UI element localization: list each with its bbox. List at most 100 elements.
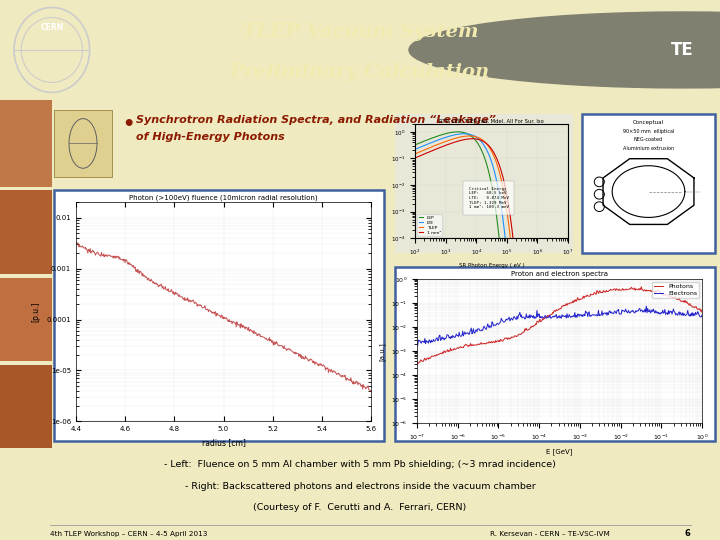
Photons — [413, 359, 421, 366]
Text: 6: 6 — [685, 529, 690, 538]
Photons — [526, 323, 535, 330]
TLEP — [548, 261, 557, 268]
X-axis label: SR Photon Energy ( eV ): SR Photon Energy ( eV ) — [459, 263, 524, 268]
FancyBboxPatch shape — [395, 114, 573, 253]
Photons — [506, 335, 515, 341]
Text: Preliminary Calculation: Preliminary Calculation — [230, 63, 490, 81]
LTE — [493, 181, 502, 188]
Electrons — [413, 341, 421, 348]
1 mm² — [380, 168, 389, 174]
LEP — [564, 261, 572, 268]
1 mm² — [511, 261, 520, 268]
FancyBboxPatch shape — [582, 114, 715, 253]
TLEP — [564, 261, 572, 268]
TLEP — [509, 261, 518, 268]
LTE — [381, 159, 390, 165]
Text: TLEP Vacuum System: TLEP Vacuum System — [242, 23, 478, 41]
LEP — [548, 261, 557, 268]
TLEP — [490, 152, 498, 159]
Photons — [413, 360, 422, 367]
FancyBboxPatch shape — [395, 267, 715, 441]
Line: Photons: Photons — [417, 287, 702, 363]
Text: •: • — [122, 115, 135, 134]
Electrons — [619, 307, 628, 314]
1 mm² — [490, 150, 499, 157]
LEP — [453, 129, 462, 135]
Bar — [0, 278, 52, 361]
Electrons — [593, 313, 601, 319]
Text: - Left:  Fluence on 5 mm Al chamber with 5 mm Pb shielding; (~3 mrad incidence): - Left: Fluence on 5 mm Al chamber with … — [164, 460, 556, 469]
Photons — [593, 287, 601, 294]
Line: Electrons: Electrons — [417, 306, 702, 345]
LEP — [498, 261, 507, 268]
Electrons — [413, 342, 422, 348]
TLEP — [381, 164, 390, 170]
Photons — [619, 287, 628, 293]
LTE — [503, 261, 512, 268]
Text: Aluminium extrusion: Aluminium extrusion — [623, 146, 674, 151]
Bar — [54, 110, 112, 177]
TLEP — [465, 133, 474, 139]
FancyBboxPatch shape — [54, 191, 384, 441]
Photons — [448, 347, 456, 353]
Electrons — [621, 309, 629, 315]
LTE — [380, 159, 389, 166]
Legend: LEP, LTE, TLEP, 1 mm²: LEP, LTE, TLEP, 1 mm² — [417, 214, 442, 236]
Text: R. Kersevan - CERN – TE-VSC-IVM: R. Kersevan - CERN – TE-VSC-IVM — [490, 531, 609, 537]
Bar — [0, 364, 52, 448]
Text: CERN: CERN — [40, 23, 63, 32]
TLEP — [536, 261, 545, 268]
Electrons — [642, 303, 651, 309]
Circle shape — [409, 12, 720, 88]
Y-axis label: [p.u.]: [p.u.] — [32, 302, 41, 322]
LTE — [564, 261, 572, 268]
Line: 1 mm²: 1 mm² — [384, 139, 568, 265]
Title: Proton and electron spectra: Proton and electron spectra — [511, 271, 608, 278]
1 mm² — [536, 261, 545, 268]
Photons — [621, 287, 629, 293]
LEP — [380, 155, 389, 161]
TLEP — [380, 164, 389, 170]
Electrons — [448, 335, 456, 341]
LTE — [490, 166, 498, 172]
Text: (Courtesy of F.  Cerutti and A.  Ferrari, CERN): (Courtesy of F. Cerutti and A. Ferrari, … — [253, 503, 467, 512]
LTE — [536, 261, 545, 268]
X-axis label: E [GeV]: E [GeV] — [546, 448, 572, 455]
1 mm² — [493, 157, 502, 163]
Bar — [0, 100, 52, 187]
Text: Synchrotron Radiation Spectra, and Radiation “Leakage”: Synchrotron Radiation Spectra, and Radia… — [136, 115, 496, 125]
Text: 90×50 mm  elliptical: 90×50 mm elliptical — [623, 129, 674, 133]
LTE — [548, 261, 557, 268]
LTE — [460, 131, 469, 137]
Title: Photon (>100eV) fluence (10micron radial resolution): Photon (>100eV) fluence (10micron radial… — [129, 195, 318, 201]
Electrons — [698, 312, 706, 318]
Line: TLEP: TLEP — [384, 136, 568, 265]
Text: Critical Energy
LEP:   60.5 keV
LTE:   0.874 MeV
TLEP: 1.329 MeV
1 mm²: 100.3 me: Critical Energy LEP: 60.5 keV LTE: 0.874… — [469, 187, 508, 209]
1 mm² — [490, 149, 498, 156]
TLEP — [493, 162, 502, 168]
Text: 4th TLEP Workshop – CERN – 4-5 April 2013: 4th TLEP Workshop – CERN – 4-5 April 201… — [50, 531, 208, 537]
1 mm² — [381, 168, 390, 174]
LEP — [536, 261, 545, 268]
TLEP — [490, 154, 499, 160]
LTE — [490, 168, 499, 174]
Text: - Right: Backscattered photons and electrons inside the vacuum chamber: - Right: Backscattered photons and elect… — [184, 482, 536, 491]
Text: NEG-coated: NEG-coated — [634, 137, 663, 142]
LEP — [490, 197, 499, 204]
Legend: Photons, Electrons: Photons, Electrons — [652, 282, 699, 298]
Bar — [0, 191, 52, 274]
LEP — [490, 193, 498, 200]
1 mm² — [564, 261, 572, 268]
Text: Conceptual: Conceptual — [633, 120, 664, 125]
Line: LEP: LEP — [384, 132, 568, 265]
Text: of High-Energy Photons: of High-Energy Photons — [136, 132, 284, 142]
Text: TE: TE — [671, 41, 694, 59]
1 mm² — [468, 136, 477, 142]
Line: LTE: LTE — [384, 134, 568, 265]
Photons — [698, 307, 706, 313]
Electrons — [526, 314, 535, 321]
Electrons — [506, 316, 515, 323]
LEP — [381, 154, 390, 161]
LEP — [493, 219, 502, 226]
1 mm² — [548, 261, 557, 268]
